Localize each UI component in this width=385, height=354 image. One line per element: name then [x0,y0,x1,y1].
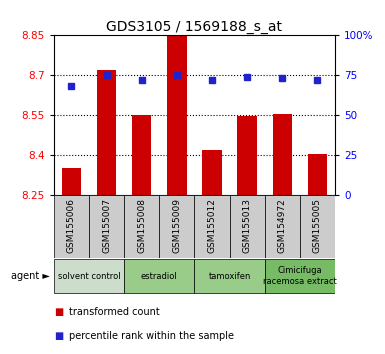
Bar [89,195,124,258]
Bar [300,195,335,258]
Bar [54,259,124,293]
Bar [124,259,194,293]
Bar [203,150,222,195]
Bar [238,116,257,195]
Bar [159,195,194,258]
Bar [229,195,265,258]
Text: GSM155006: GSM155006 [67,198,76,253]
Bar [124,195,159,258]
Bar [194,259,265,293]
Bar [97,70,116,195]
Text: Cimicifuga
racemosa extract: Cimicifuga racemosa extract [263,267,337,286]
Bar [264,259,335,293]
Text: solvent control: solvent control [58,272,121,281]
Title: GDS3105 / 1569188_s_at: GDS3105 / 1569188_s_at [106,21,283,34]
Bar [167,35,186,195]
Bar [62,168,81,195]
Text: ■: ■ [54,307,63,316]
Bar [132,115,151,195]
Text: GSM155005: GSM155005 [313,198,322,253]
Text: transformed count: transformed count [69,307,160,316]
Text: GSM154972: GSM154972 [278,198,287,253]
Bar [194,195,229,258]
Text: agent ►: agent ► [11,271,50,281]
Bar [54,195,89,258]
Text: percentile rank within the sample: percentile rank within the sample [69,331,234,341]
Text: GSM155007: GSM155007 [102,198,111,253]
Bar [273,114,292,195]
Text: ■: ■ [54,331,63,341]
Text: estradiol: estradiol [141,272,177,281]
Text: GSM155012: GSM155012 [208,198,216,253]
Bar [308,154,327,195]
Text: tamoxifen: tamoxifen [208,272,251,281]
Text: GSM155008: GSM155008 [137,198,146,253]
Text: GSM155013: GSM155013 [243,198,252,253]
Text: GSM155009: GSM155009 [172,198,181,253]
Bar [264,195,300,258]
